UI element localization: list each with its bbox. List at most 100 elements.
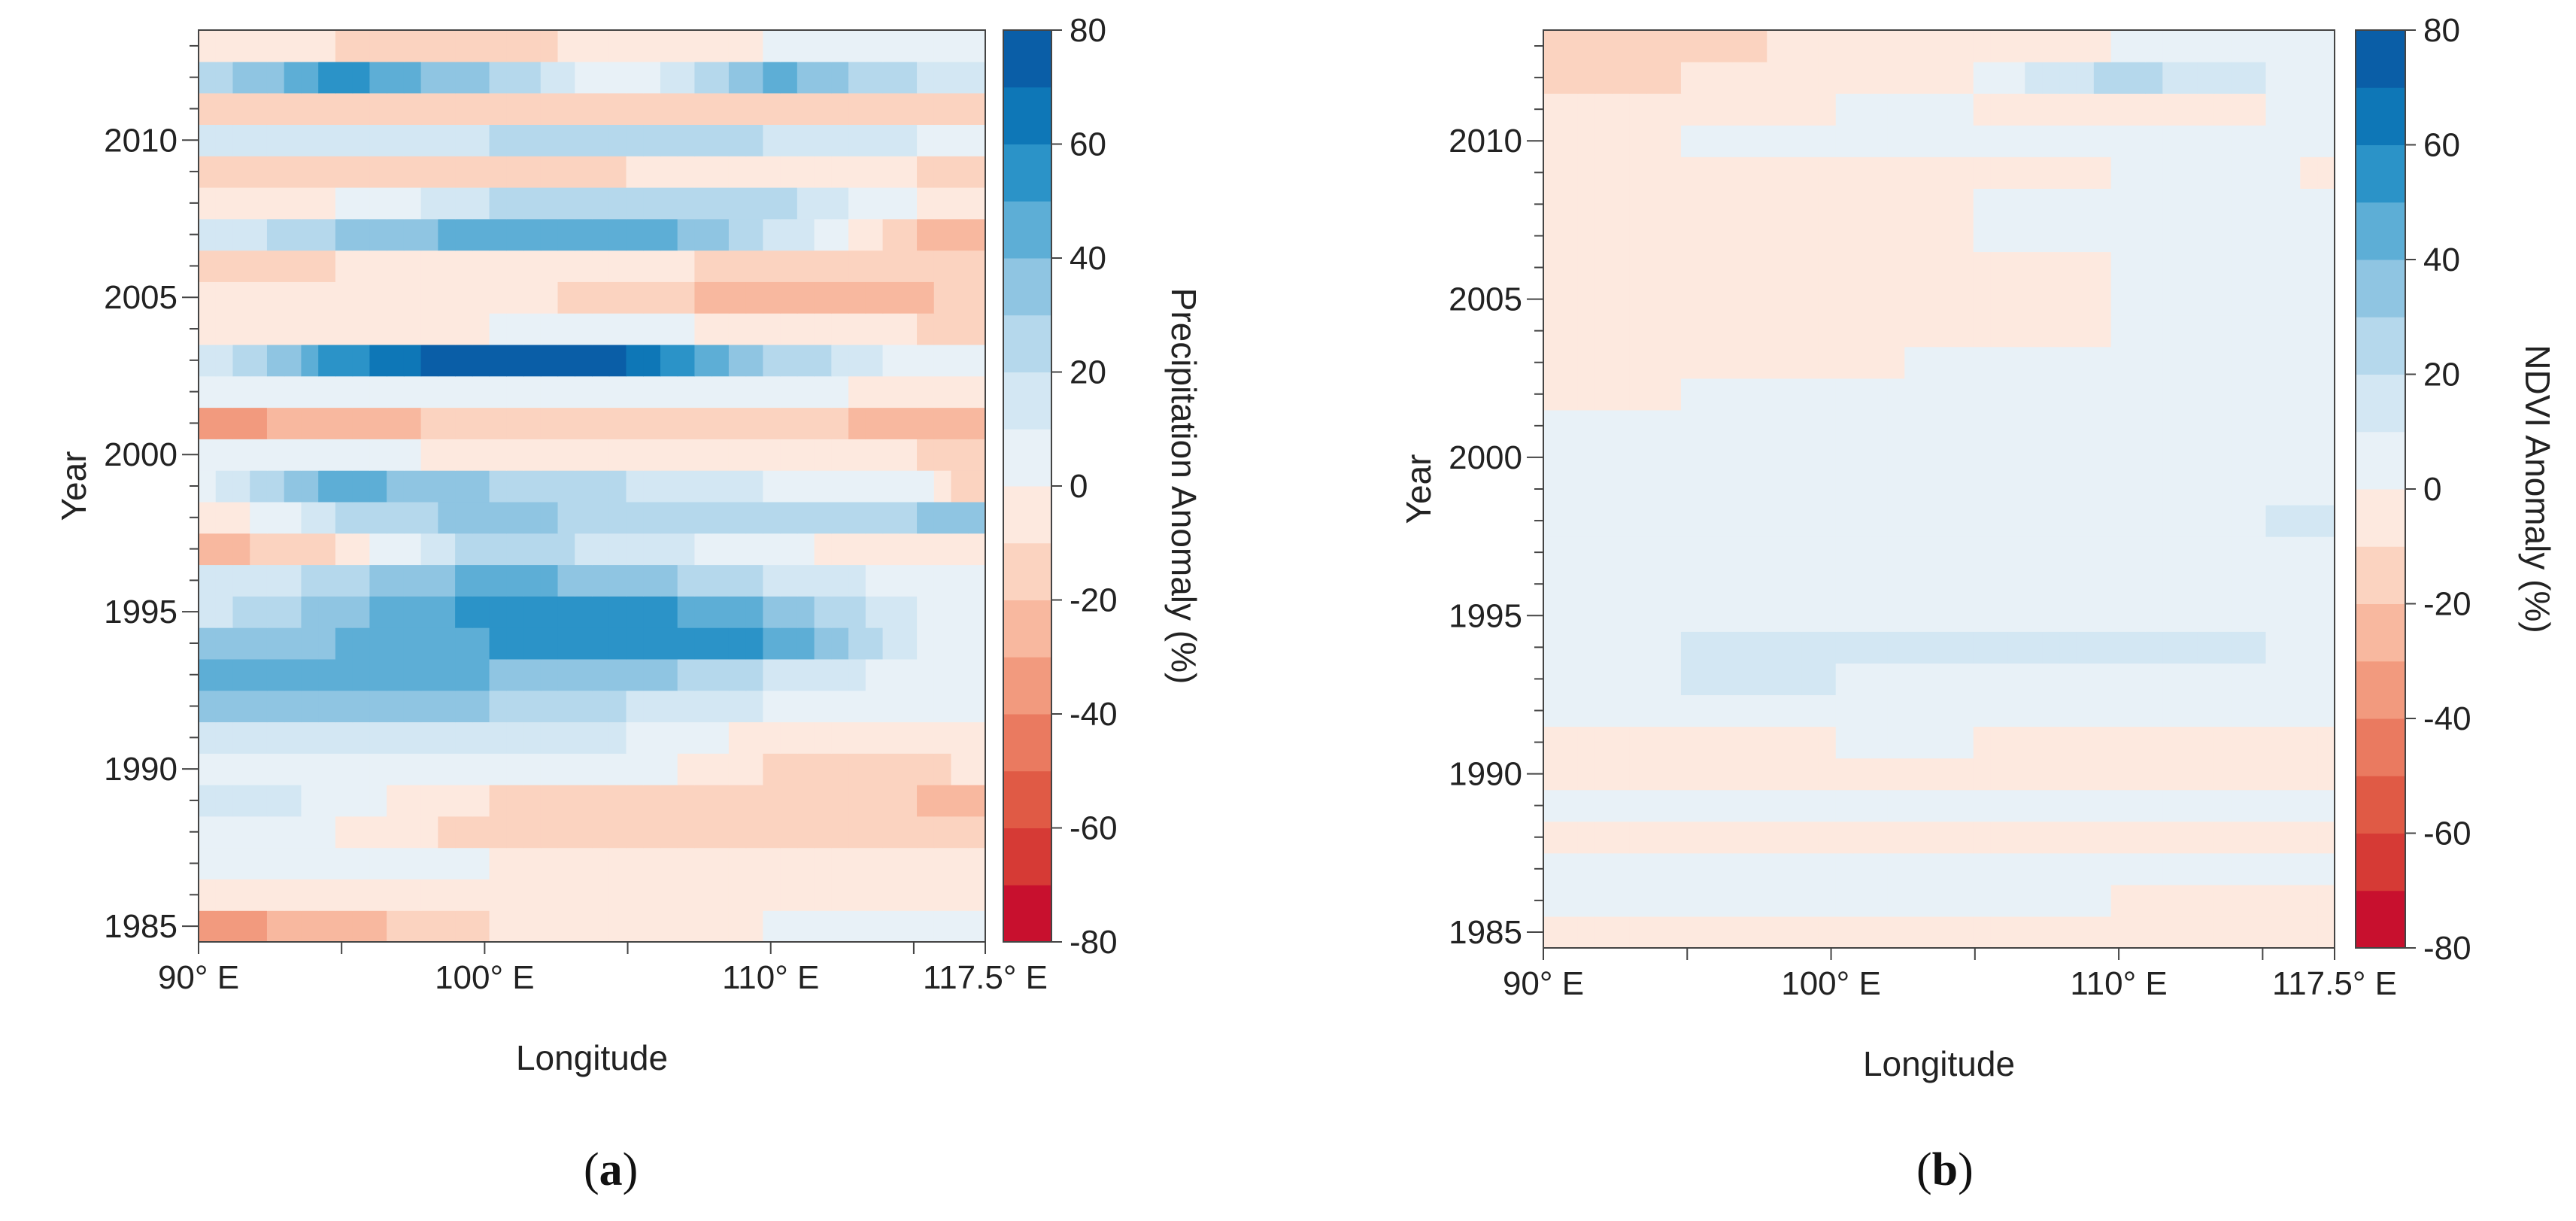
heatmap-cell bbox=[2162, 156, 2180, 189]
heatmap-cell bbox=[728, 658, 747, 691]
heatmap-cell bbox=[215, 93, 234, 125]
heatmap-cell bbox=[763, 470, 781, 503]
heatmap-cell bbox=[2128, 125, 2147, 157]
heatmap-cell bbox=[951, 753, 969, 785]
heatmap-cell bbox=[1680, 663, 1699, 696]
heatmap-cell bbox=[882, 847, 900, 880]
heatmap-cell bbox=[2128, 378, 2147, 411]
heatmap-cell bbox=[1939, 283, 1957, 316]
heatmap-cell bbox=[1560, 663, 1579, 696]
heatmap-cell bbox=[592, 93, 610, 125]
heatmap-cell bbox=[1801, 916, 1819, 949]
heatmap-cell bbox=[1870, 283, 1888, 316]
heatmap-cell bbox=[1680, 600, 1699, 632]
heatmap-cell bbox=[831, 93, 849, 125]
heatmap-cell bbox=[1577, 568, 1596, 600]
heatmap-cell bbox=[745, 156, 763, 188]
heatmap-cell bbox=[1629, 30, 1647, 62]
heatmap-cell bbox=[2231, 694, 2250, 727]
heatmap-cell bbox=[1767, 472, 1785, 506]
heatmap-cell bbox=[865, 690, 884, 723]
heatmap-cell bbox=[301, 250, 319, 282]
heatmap-cell bbox=[763, 596, 781, 628]
heatmap-cell bbox=[2317, 821, 2335, 854]
heatmap-cell bbox=[1612, 441, 1630, 474]
heatmap-cell bbox=[2007, 568, 2025, 600]
heatmap-cell bbox=[1784, 409, 1802, 442]
heatmap-cell bbox=[232, 250, 250, 282]
heatmap-cell bbox=[472, 533, 490, 566]
heatmap-cell bbox=[1767, 378, 1785, 411]
heatmap-cell bbox=[1801, 156, 1819, 189]
heatmap-cell bbox=[506, 501, 524, 534]
heatmap-cell bbox=[232, 30, 250, 62]
heatmap-cell bbox=[1852, 220, 1871, 253]
heatmap-cell bbox=[2283, 726, 2301, 759]
heatmap-cell bbox=[266, 847, 285, 880]
heatmap-cell bbox=[1922, 789, 1940, 822]
heatmap-cell bbox=[814, 470, 832, 503]
heatmap-cell bbox=[2025, 378, 2043, 411]
heatmap-cell bbox=[643, 187, 661, 220]
heatmap-cell bbox=[1732, 852, 1751, 885]
heatmap-cell bbox=[1715, 283, 1734, 316]
heatmap-cell bbox=[1904, 283, 1922, 316]
heatmap-cell bbox=[626, 816, 644, 849]
heatmap-cell bbox=[575, 785, 593, 817]
heatmap-cell bbox=[1664, 600, 1682, 632]
heatmap-cell bbox=[284, 658, 302, 691]
heatmap-cell bbox=[592, 816, 610, 849]
heatmap-cell bbox=[1715, 220, 1734, 253]
heatmap-cell bbox=[1904, 694, 1922, 727]
colorbar-swatch bbox=[2356, 317, 2405, 375]
heatmap-cell bbox=[917, 879, 935, 911]
heatmap-cell bbox=[575, 439, 593, 471]
heatmap-cell bbox=[2162, 472, 2180, 506]
heatmap-cell bbox=[2145, 441, 2163, 474]
heatmap-cell bbox=[763, 439, 781, 471]
heatmap-cell bbox=[438, 721, 456, 754]
heatmap-cell bbox=[438, 785, 456, 817]
heatmap-cell bbox=[250, 407, 268, 439]
heatmap-cell bbox=[2265, 758, 2283, 791]
heatmap-cell bbox=[2300, 505, 2318, 537]
heatmap-cell bbox=[917, 313, 935, 345]
heatmap-cell bbox=[592, 879, 610, 911]
heatmap-cell bbox=[1939, 821, 1957, 854]
heatmap-cell bbox=[575, 533, 593, 566]
heatmap-cell bbox=[1715, 93, 1734, 126]
colorbar-swatch bbox=[2356, 489, 2405, 547]
heatmap-cell bbox=[1801, 631, 1819, 664]
heatmap-cell bbox=[523, 785, 542, 817]
heatmap-cell bbox=[1543, 916, 1561, 949]
heatmap-cell bbox=[2025, 156, 2043, 189]
heatmap-cell bbox=[900, 281, 918, 314]
heatmap-cell bbox=[2283, 409, 2301, 442]
heatmap-cell bbox=[626, 847, 644, 880]
heatmap-cell bbox=[882, 470, 900, 503]
heatmap-cell bbox=[266, 627, 285, 660]
heatmap-cell bbox=[814, 564, 832, 597]
heatmap-cell bbox=[2042, 251, 2060, 284]
heatmap-cell bbox=[506, 564, 524, 597]
heatmap-cell bbox=[318, 816, 336, 849]
heatmap-cell bbox=[780, 690, 798, 723]
heatmap-cell bbox=[318, 501, 336, 534]
heatmap-cell bbox=[199, 785, 217, 817]
heatmap-cell bbox=[1664, 726, 1682, 759]
heatmap-cell bbox=[438, 658, 456, 691]
heatmap-cell bbox=[523, 439, 542, 471]
heatmap-cell bbox=[660, 124, 678, 156]
heatmap-cell bbox=[780, 658, 798, 691]
heatmap-cell bbox=[1784, 631, 1802, 664]
heatmap-cell bbox=[592, 281, 610, 314]
heatmap-cell bbox=[1852, 314, 1871, 348]
heatmap-cell bbox=[2283, 758, 2301, 791]
heatmap-cell bbox=[318, 375, 336, 409]
heatmap-cell bbox=[2231, 93, 2250, 126]
heatmap-cell bbox=[506, 533, 524, 566]
heatmap-cell bbox=[900, 721, 918, 754]
heatmap-cell bbox=[2042, 884, 2060, 917]
heatmap-cell bbox=[2042, 852, 2060, 885]
